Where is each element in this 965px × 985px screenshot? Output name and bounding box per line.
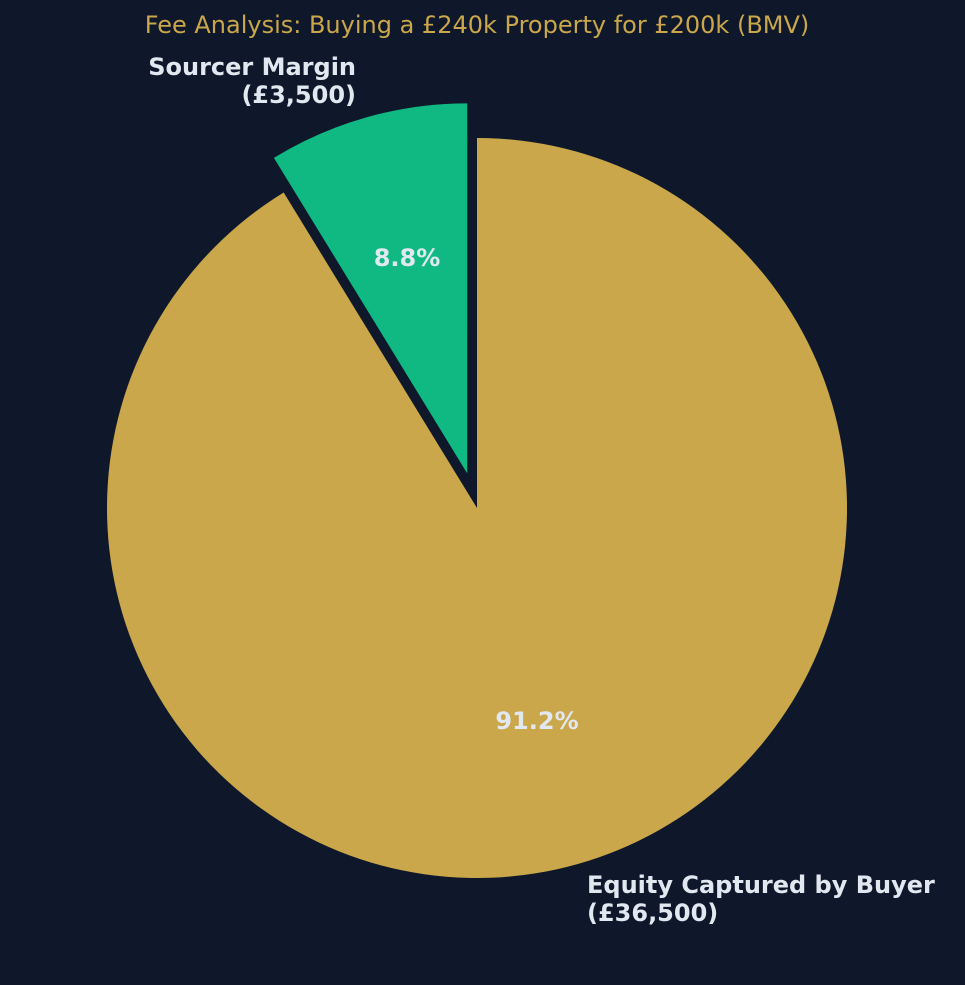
slice-sourcer-margin	[273, 103, 468, 474]
slice-label-sourcer-line2: (£3,500)	[241, 81, 356, 109]
slice-percent-sourcer: 8.8%	[374, 244, 441, 272]
chart-title: Fee Analysis: Buying a £240k Property fo…	[145, 11, 810, 39]
slice-label-equity-line1: Equity Captured by Buyer	[587, 871, 935, 899]
pie-slices	[107, 103, 848, 878]
slice-label-sourcer-line1: Sourcer Margin	[148, 53, 356, 81]
slice-equity-captured	[107, 138, 848, 878]
slice-label-equity-line2: (£36,500)	[587, 899, 718, 927]
slice-percent-equity: 91.2%	[495, 707, 578, 735]
